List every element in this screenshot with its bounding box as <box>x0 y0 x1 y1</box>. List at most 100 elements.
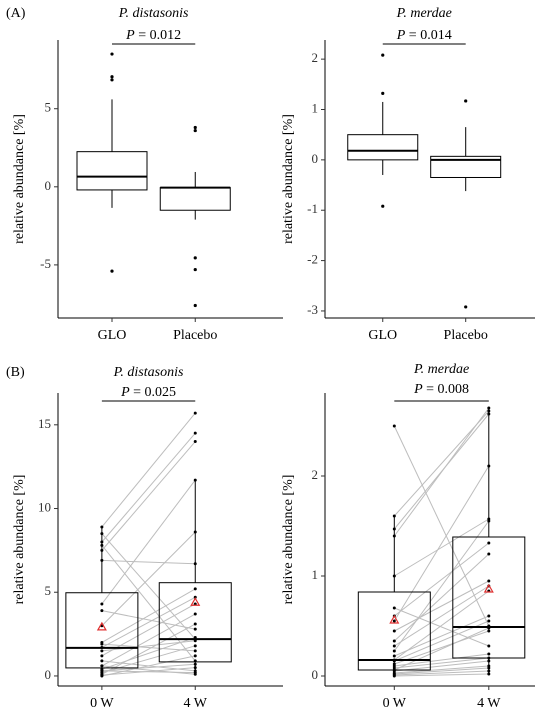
pair-line <box>393 425 490 627</box>
mean-marker <box>190 597 201 606</box>
pair-line <box>101 531 196 627</box>
pair-line <box>101 432 196 543</box>
point <box>100 548 104 552</box>
point <box>193 639 197 643</box>
point <box>487 409 491 413</box>
point <box>487 629 491 633</box>
point <box>193 662 197 666</box>
point <box>487 406 491 410</box>
point <box>487 552 491 556</box>
point <box>193 530 197 534</box>
y-tick-label: 15 <box>38 416 51 431</box>
point <box>392 514 396 518</box>
point <box>487 626 491 630</box>
pair-line <box>101 610 196 630</box>
y-axis-label: relative abundance [%] <box>281 475 296 605</box>
x-tick-label: 4 W <box>184 696 208 711</box>
point <box>193 431 197 435</box>
point <box>487 619 491 623</box>
pair-line <box>394 607 489 647</box>
x-tick-label: Placebo <box>173 328 217 343</box>
y-axis-label: relative abundance [%] <box>12 475 27 605</box>
point <box>193 411 197 415</box>
chart-title: P. merdae <box>396 6 452 21</box>
pair-line <box>101 613 196 667</box>
pair-line <box>394 660 489 672</box>
pair-line <box>394 653 489 667</box>
pair-line <box>101 663 196 672</box>
chart-title: P. merdae <box>413 362 469 377</box>
pair-line <box>394 590 490 661</box>
point <box>193 627 197 631</box>
y-tick-label: 5 <box>45 100 52 115</box>
x-tick-label: 4 W <box>477 696 501 711</box>
point <box>193 635 197 639</box>
pair-line <box>101 623 196 675</box>
point <box>487 669 491 673</box>
outlier <box>110 52 114 56</box>
pair-line <box>101 636 196 670</box>
pair-line <box>394 615 489 657</box>
point <box>100 602 104 606</box>
p-value: P = 0.012 <box>125 28 181 43</box>
p-value: P = 0.014 <box>396 28 452 43</box>
point <box>100 558 104 562</box>
point <box>100 609 104 613</box>
mean-marker <box>483 583 494 593</box>
pair-line <box>393 407 490 537</box>
chart-title: P. distasonis <box>113 365 184 380</box>
chart-title: P. distasonis <box>118 6 189 21</box>
point <box>193 659 197 663</box>
y-tick-label: -5 <box>40 256 51 271</box>
point <box>193 654 197 658</box>
y-tick-label: 2 <box>312 50 319 65</box>
y-axis-label: relative abundance [%] <box>12 114 27 244</box>
pair-line <box>101 655 196 677</box>
pair-line <box>394 580 490 632</box>
outlier <box>464 305 468 309</box>
pair-line <box>101 441 196 551</box>
pair-line <box>101 596 196 648</box>
y-tick-label: -3 <box>307 302 318 317</box>
outlier <box>464 99 468 103</box>
outlier <box>193 125 197 130</box>
pair-line <box>101 643 196 652</box>
point <box>487 412 491 416</box>
pair-line <box>101 412 196 528</box>
point <box>193 478 197 482</box>
point <box>193 644 197 648</box>
outlier <box>381 91 385 95</box>
outlier <box>110 78 114 82</box>
pair-line <box>394 627 490 671</box>
y-tick-label: 0 <box>312 667 319 682</box>
x-tick-label: 0 W <box>90 696 114 711</box>
y-tick-label: 2 <box>312 467 319 482</box>
point <box>193 612 197 616</box>
point <box>100 540 104 544</box>
pair-line <box>394 667 489 675</box>
point <box>392 644 396 648</box>
pair-line <box>101 670 196 674</box>
pair-line <box>394 665 489 674</box>
pair-line <box>394 657 489 669</box>
mean-marker <box>389 614 400 624</box>
y-tick-label: -2 <box>307 252 318 267</box>
point <box>193 587 197 591</box>
pair-line <box>101 559 196 565</box>
point <box>100 525 104 529</box>
point <box>100 659 104 663</box>
point <box>392 534 396 538</box>
pair-line <box>393 465 490 622</box>
y-tick-label: 10 <box>38 500 51 515</box>
point <box>100 543 104 547</box>
pair-line <box>394 518 490 577</box>
point <box>100 645 104 649</box>
point <box>487 659 491 663</box>
outlier <box>193 128 197 133</box>
pair-line <box>101 533 196 640</box>
point <box>487 464 491 468</box>
outlier <box>193 267 197 272</box>
x-tick-label: Placebo <box>444 328 488 343</box>
x-tick-label: GLO <box>368 328 397 343</box>
